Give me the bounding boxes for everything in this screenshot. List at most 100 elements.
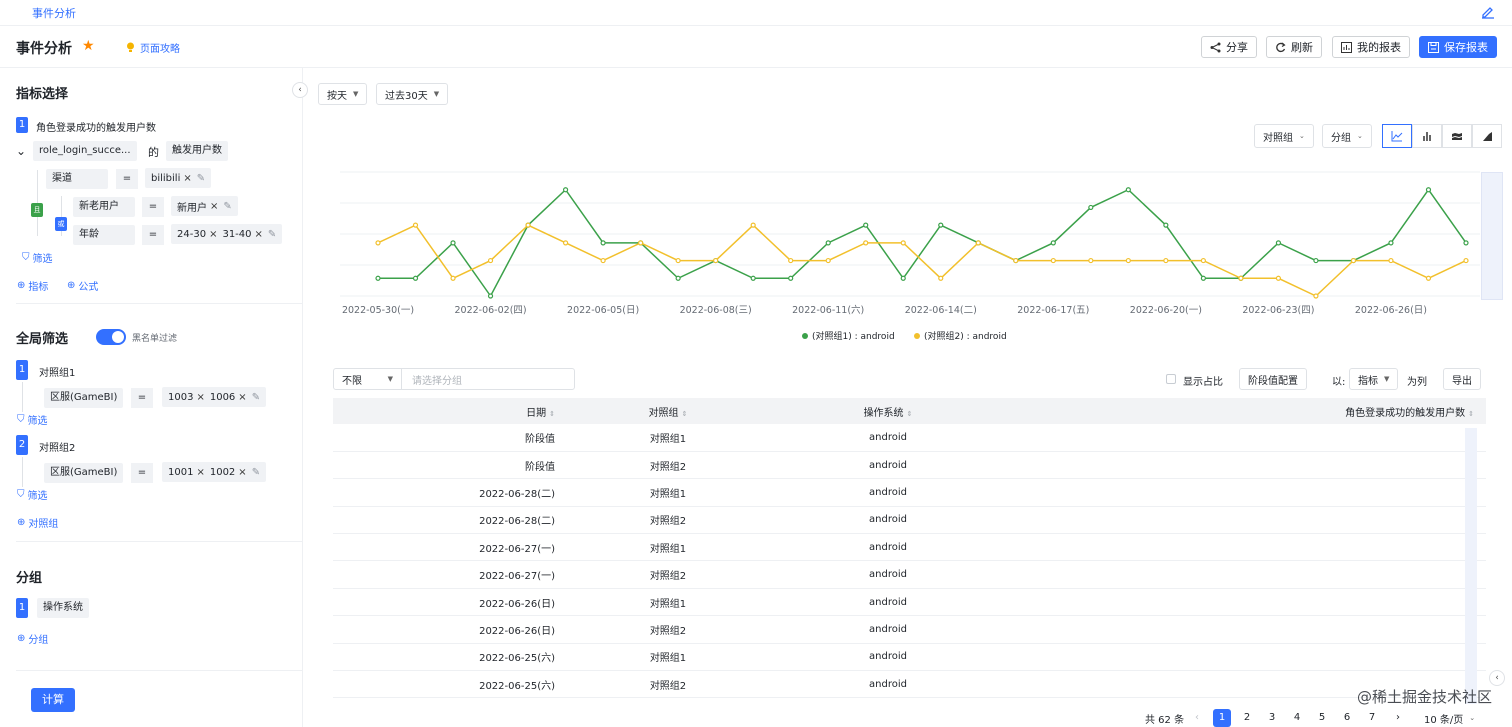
page-button[interactable]: 4 bbox=[1293, 712, 1301, 723]
page-size-select[interactable]: 10 条/页 ⌄ bbox=[1424, 709, 1475, 727]
stacked-chart-button[interactable] bbox=[1442, 124, 1472, 148]
data-table: 日期 ⇕ 对照组 ⇕ 操作系统 ⇕ 角色登录成功的触发用户数 ⇕ 阶段值 对照组1 andr… bbox=[333, 398, 1486, 699]
event-select[interactable]: role_login_succe... bbox=[33, 141, 137, 161]
condition-field[interactable]: 新老用户 bbox=[73, 197, 135, 217]
legend-item[interactable]: (对照组2) : android bbox=[914, 329, 1007, 342]
share-button[interactable]: 分享 bbox=[1201, 36, 1257, 58]
collapse-panel-icon[interactable]: ‹ bbox=[292, 82, 308, 98]
group-search-input[interactable]: 请选择分组 bbox=[412, 375, 462, 387]
legend-item[interactable]: (对照组1) : android bbox=[802, 329, 895, 342]
breadcrumb[interactable]: 事件分析 bbox=[32, 7, 76, 20]
edit-icon[interactable] bbox=[1480, 3, 1496, 19]
pencil-icon[interactable]: ✎ bbox=[223, 200, 232, 212]
page-button[interactable]: 1 bbox=[1213, 709, 1231, 727]
star-icon[interactable]: ★ bbox=[82, 38, 95, 54]
table-cell: 对照组1 bbox=[563, 588, 773, 617]
group-operator[interactable]: = bbox=[131, 463, 153, 483]
pencil-icon[interactable]: ✎ bbox=[251, 391, 261, 403]
data-point bbox=[487, 257, 494, 264]
prev-page-icon[interactable]: ‹ bbox=[1195, 712, 1199, 723]
page-button[interactable]: 6 bbox=[1343, 712, 1351, 723]
data-point bbox=[1350, 257, 1357, 264]
group-field[interactable]: 区服(GameBI) bbox=[44, 463, 123, 483]
page-title: 事件分析 bbox=[16, 41, 72, 57]
granularity-select[interactable]: 按天 ▼ bbox=[318, 83, 368, 105]
column-header-label: 操作系统 bbox=[863, 407, 904, 419]
close-icon[interactable]: × bbox=[209, 228, 218, 240]
metric-name[interactable]: 角色登录成功的触发用户数 bbox=[36, 123, 156, 134]
add-grouping-link[interactable]: ⊕ 分组 bbox=[17, 631, 48, 646]
column-header[interactable]: 角色登录成功的触发用户数 ⇕ bbox=[1003, 398, 1486, 424]
table-filter[interactable]: 不限 ▼ 请选择分组 bbox=[333, 368, 575, 390]
page-button[interactable]: 2 bbox=[1243, 712, 1251, 723]
column-header[interactable]: 日期 ⇕ bbox=[333, 398, 563, 424]
line-chart-button[interactable] bbox=[1382, 124, 1412, 148]
table-scrollbar[interactable] bbox=[1465, 428, 1477, 704]
save-report-button[interactable]: 保存报表 bbox=[1419, 36, 1497, 58]
group-filter-link[interactable]: ⛉ 筛选 bbox=[17, 487, 48, 502]
sort-icon[interactable]: ⇕ bbox=[1468, 409, 1474, 418]
condition-values[interactable]: 24-30 × 31-40 × ✎ bbox=[171, 224, 283, 244]
group-select[interactable]: 分组 ⌄ bbox=[1322, 124, 1372, 148]
pivot-select[interactable]: 指标 ▼ bbox=[1349, 368, 1399, 390]
page-guide-link[interactable]: 页面攻略 bbox=[126, 40, 180, 55]
my-reports-button[interactable]: 我的报表 bbox=[1332, 36, 1410, 58]
page-button[interactable]: 5 bbox=[1318, 712, 1326, 723]
add-group-link[interactable]: ⊕ 对照组 bbox=[17, 515, 58, 530]
date-range-select[interactable]: 过去30天 ▼ bbox=[376, 83, 449, 105]
condition-operator[interactable]: = bbox=[116, 169, 138, 189]
condition-values[interactable]: 新用户 × ✎ bbox=[171, 196, 238, 216]
measure-select[interactable]: 触发用户数 bbox=[166, 141, 228, 161]
close-icon[interactable]: × bbox=[254, 228, 263, 240]
page-button[interactable]: 3 bbox=[1268, 712, 1276, 723]
data-point bbox=[938, 222, 944, 228]
group-field[interactable]: 区服(GameBI) bbox=[44, 388, 123, 408]
export-button[interactable]: 导出 bbox=[1443, 368, 1481, 390]
close-icon[interactable]: × bbox=[210, 200, 219, 212]
refresh-button[interactable]: 刷新 bbox=[1266, 36, 1322, 58]
chevron-left-icon[interactable]: ‹ bbox=[1489, 670, 1505, 686]
add-metric-link[interactable]: ⊕ 指标 bbox=[17, 278, 48, 293]
blacklist-toggle[interactable] bbox=[96, 329, 126, 345]
and-relation-toggle[interactable]: 且 bbox=[31, 203, 43, 217]
show-ratio-checkbox[interactable] bbox=[1166, 374, 1176, 384]
data-point bbox=[600, 240, 606, 246]
condition-field[interactable]: 年龄 bbox=[73, 225, 135, 245]
group-values[interactable]: 1001 × 1002 × ✎ bbox=[162, 462, 267, 482]
or-relation-toggle[interactable]: 或 bbox=[55, 217, 67, 231]
close-icon[interactable]: × bbox=[238, 466, 247, 478]
sort-icon[interactable]: ⇕ bbox=[549, 409, 555, 418]
table-filter-select[interactable]: 不限 ▼ bbox=[334, 369, 402, 389]
page-button[interactable]: 7 bbox=[1368, 712, 1376, 723]
close-icon[interactable]: × bbox=[196, 466, 205, 478]
sort-icon[interactable]: ⇕ bbox=[906, 409, 913, 418]
pencil-icon[interactable]: ✎ bbox=[267, 228, 277, 240]
pencil-icon[interactable]: ✎ bbox=[196, 172, 206, 184]
group-values[interactable]: 1003 × 1006 × ✎ bbox=[162, 387, 267, 407]
stage-config-button[interactable]: 阶段值配置 bbox=[1239, 368, 1307, 390]
condition-values[interactable]: bilibili × ✎ bbox=[145, 168, 212, 188]
column-header[interactable]: 操作系统 ⇕ bbox=[773, 398, 1003, 424]
column-header[interactable]: 对照组 ⇕ bbox=[563, 398, 773, 424]
area-chart-button[interactable] bbox=[1472, 124, 1502, 148]
group-filter-link[interactable]: ⛉ 筛选 bbox=[17, 412, 48, 427]
close-icon[interactable]: × bbox=[196, 391, 205, 403]
bar-chart-button[interactable] bbox=[1412, 124, 1442, 148]
bar-chart-icon bbox=[1423, 132, 1431, 141]
close-icon[interactable]: × bbox=[238, 391, 247, 403]
close-icon[interactable]: × bbox=[183, 172, 192, 184]
group-operator[interactable]: = bbox=[131, 388, 153, 408]
next-page-icon[interactable]: › bbox=[1396, 712, 1400, 723]
calculate-button[interactable]: 计算 bbox=[31, 688, 75, 712]
condition-operator[interactable]: = bbox=[142, 197, 164, 217]
condition-field[interactable]: 渠道 bbox=[46, 169, 108, 189]
add-formula-link[interactable]: ⊕ 公式 bbox=[67, 278, 98, 293]
add-filter-link[interactable]: ⛉ 筛选 bbox=[22, 250, 53, 265]
grouping-item[interactable]: 操作系统 bbox=[37, 598, 89, 618]
chart-zoom-scrollbar[interactable] bbox=[1481, 172, 1503, 300]
pencil-icon[interactable]: ✎ bbox=[251, 466, 261, 478]
compare-select[interactable]: 对照组 ⌄ bbox=[1254, 124, 1314, 148]
chevron-down-icon[interactable]: ⌄ bbox=[16, 144, 27, 158]
sort-icon[interactable]: ⇕ bbox=[681, 409, 688, 418]
condition-operator[interactable]: = bbox=[142, 225, 164, 245]
